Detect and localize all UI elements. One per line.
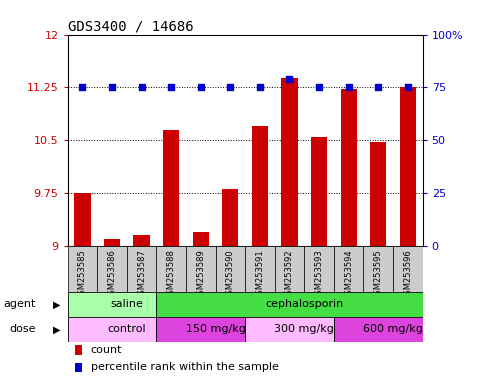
Text: 150 mg/kg: 150 mg/kg <box>185 324 245 334</box>
Text: GSM253590: GSM253590 <box>226 249 235 300</box>
Text: GSM253594: GSM253594 <box>344 249 353 300</box>
Bar <box>193 232 209 246</box>
Bar <box>133 235 150 246</box>
Text: ▶: ▶ <box>53 300 60 310</box>
Bar <box>222 189 239 246</box>
Point <box>79 84 86 90</box>
Text: GSM253585: GSM253585 <box>78 249 87 300</box>
Bar <box>75 346 82 355</box>
Bar <box>304 246 334 292</box>
Text: 600 mg/kg: 600 mg/kg <box>363 324 423 334</box>
Text: agent: agent <box>3 300 36 310</box>
Bar <box>74 193 90 246</box>
Bar <box>127 246 156 292</box>
Point <box>345 84 353 90</box>
Text: GSM253588: GSM253588 <box>167 249 176 300</box>
Point <box>285 76 293 82</box>
Bar <box>156 246 186 292</box>
Text: saline: saline <box>110 300 143 310</box>
Bar <box>68 292 156 317</box>
Text: count: count <box>91 345 122 355</box>
Bar <box>364 246 393 292</box>
Point <box>138 84 145 90</box>
Text: ▶: ▶ <box>53 324 60 334</box>
Text: GSM253596: GSM253596 <box>403 249 412 300</box>
Bar <box>393 246 423 292</box>
Bar <box>163 129 179 246</box>
Bar <box>341 89 357 246</box>
Bar <box>334 317 423 342</box>
Bar <box>400 87 416 246</box>
Text: GSM253587: GSM253587 <box>137 249 146 300</box>
Bar <box>215 246 245 292</box>
Bar <box>186 246 215 292</box>
Point <box>404 84 412 90</box>
Text: GSM253595: GSM253595 <box>374 249 383 300</box>
Bar <box>245 317 334 342</box>
Bar <box>68 246 97 292</box>
Bar <box>104 238 120 246</box>
Point <box>197 84 205 90</box>
Point <box>167 84 175 90</box>
Text: GDS3400 / 14686: GDS3400 / 14686 <box>68 20 193 33</box>
Text: 300 mg/kg: 300 mg/kg <box>274 324 334 334</box>
Text: GSM253586: GSM253586 <box>108 249 116 300</box>
Text: control: control <box>108 324 146 334</box>
Bar <box>311 137 327 246</box>
Bar <box>97 246 127 292</box>
Point <box>108 84 116 90</box>
Text: cephalosporin: cephalosporin <box>265 300 343 310</box>
Text: GSM253591: GSM253591 <box>256 249 264 300</box>
Bar <box>156 317 245 342</box>
Text: dose: dose <box>9 324 36 334</box>
Bar <box>156 292 423 317</box>
Text: GSM253593: GSM253593 <box>314 249 324 300</box>
Point <box>315 84 323 90</box>
Point <box>374 84 382 90</box>
Text: GSM253592: GSM253592 <box>285 249 294 300</box>
Text: GSM253589: GSM253589 <box>196 249 205 300</box>
Bar <box>68 317 156 342</box>
Bar <box>75 362 82 372</box>
Bar <box>334 246 364 292</box>
Bar <box>252 126 268 246</box>
Text: percentile rank within the sample: percentile rank within the sample <box>91 362 279 372</box>
Bar <box>370 142 386 246</box>
Bar <box>282 78 298 246</box>
Point <box>256 84 264 90</box>
Bar <box>275 246 304 292</box>
Bar <box>245 246 275 292</box>
Point <box>227 84 234 90</box>
